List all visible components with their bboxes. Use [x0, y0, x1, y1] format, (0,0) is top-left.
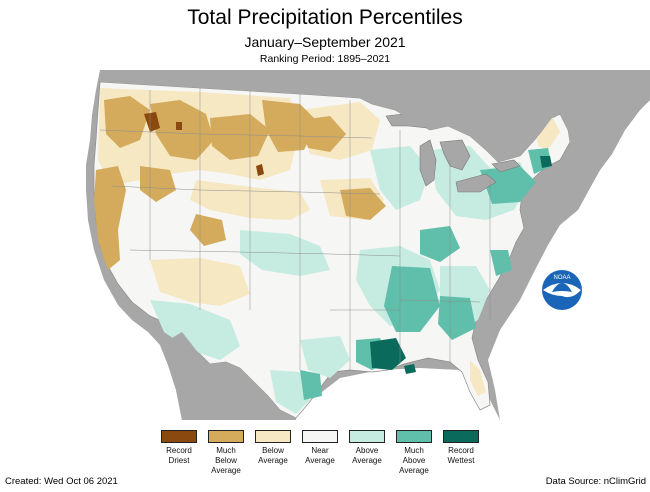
legend-label: Record Driest	[166, 446, 192, 465]
great-lakes	[385, 111, 521, 193]
record-driest-regions	[144, 112, 264, 176]
canada-region	[100, 70, 650, 210]
created-date: Created: Wed Oct 06 2021	[5, 476, 118, 487]
state-boundaries	[99, 88, 491, 370]
legend-item-near-average: Near Average	[291, 430, 349, 466]
data-source: Data Source: nClimGrid	[545, 476, 646, 487]
mexico-region	[160, 332, 296, 420]
much-below-average-regions	[94, 96, 386, 270]
legend-item-below-average: Below Average	[244, 430, 302, 466]
map-subtitle: January–September 2021	[244, 34, 406, 50]
record-wettest-regions	[370, 156, 552, 374]
map-title: Total Precipitation Percentiles	[187, 6, 463, 29]
legend-swatch	[396, 430, 432, 443]
agency-name: National Centers for Environmental Infor…	[523, 322, 613, 355]
legend-item-record-wettest: Record Wettest	[432, 430, 490, 466]
noaa-logo-text: NOAA	[553, 275, 570, 281]
legend: Record Driest Much Below Average Below A…	[150, 430, 490, 490]
legend-swatch	[208, 430, 244, 443]
precipitation-map	[0, 70, 650, 420]
pacific-ocean	[0, 70, 182, 420]
legend-swatch	[443, 430, 479, 443]
legend-swatch	[349, 430, 385, 443]
legend-item-much-above-average: Much Above Average	[385, 430, 443, 476]
legend-label: Near Average	[305, 446, 335, 465]
legend-item-record-driest: Record Driest	[150, 430, 208, 466]
legend-label: Below Average	[258, 446, 288, 465]
legend-swatch	[255, 430, 291, 443]
ranking-period: Ranking Period: 1895–2021	[259, 53, 391, 65]
legend-swatch	[161, 430, 197, 443]
legend-item-above-average: Above Average	[338, 430, 396, 466]
legend-swatch	[302, 430, 338, 443]
legend-item-much-below-average: Much Below Average	[197, 430, 255, 476]
legend-label: Much Above Average	[399, 446, 429, 475]
atlantic-ocean	[488, 70, 650, 420]
legend-label: Above Average	[352, 446, 382, 465]
legend-label: Much Below Average	[211, 446, 241, 475]
map-canvas	[0, 70, 650, 420]
legend-label: Record Wettest	[447, 446, 475, 465]
noaa-logo: NOAA	[539, 267, 585, 313]
